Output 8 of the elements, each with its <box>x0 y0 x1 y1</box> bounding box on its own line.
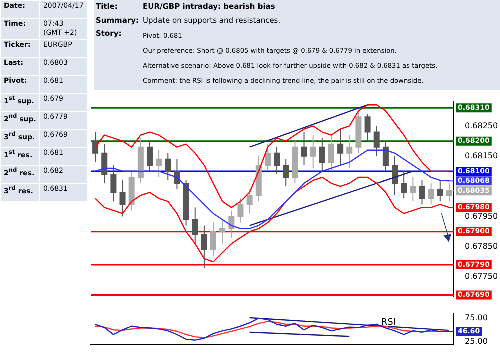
y-tick-label: 0.67750 <box>465 272 498 282</box>
y-tick-label: 0.68250 <box>465 121 498 130</box>
y-tick-label: 0.67850 <box>465 242 498 251</box>
y-tick-label: 75.00 <box>465 314 488 323</box>
y-tick-label: 0.67950 <box>465 212 498 221</box>
y-tick-label: 25.00 <box>465 336 488 346</box>
y-tick-label: 0.68150 <box>465 151 498 160</box>
annotation: RSI <box>381 318 396 328</box>
